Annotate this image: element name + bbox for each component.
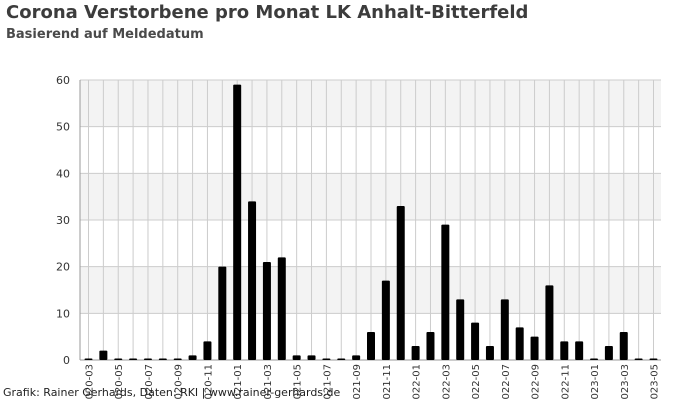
chart-subtitle: Basierend auf Meldedatum [6,27,204,42]
bar [262,262,271,360]
bar [114,358,123,360]
bar [173,358,182,360]
chart-title: Corona Verstorbene pro Monat LK Anhalt-B… [6,2,529,23]
bar [441,224,450,360]
bar [456,299,465,360]
bar [634,358,643,360]
bar [485,346,494,360]
bar [500,299,509,360]
x-tick-label: 2021-01 [233,364,244,400]
y-tick-label: 60 [56,74,70,87]
x-tick-label: 2020-05 [114,364,125,400]
y-tick-label: 20 [56,261,70,274]
bar [84,358,93,360]
bar [471,322,480,360]
bar [99,350,108,360]
bar [203,341,212,360]
x-tick-label: 2022-09 [531,364,542,400]
x-tick-label: 2021-11 [382,364,393,400]
bar [188,355,197,360]
x-tick-label: 2021-03 [263,364,274,400]
x-tick-label: 2020-11 [203,364,214,400]
bar [560,341,569,360]
bar [575,341,584,360]
bar [248,201,257,360]
y-tick-label: 10 [56,307,70,320]
bar [352,355,361,360]
bar [277,257,286,360]
x-tick-label: 2022-11 [560,364,571,400]
bar [381,280,390,360]
y-tick-label: 40 [56,167,70,180]
bar [292,355,301,360]
bar [307,355,316,360]
bar [545,285,554,360]
bar [649,358,658,360]
x-tick-label: 2021-07 [322,364,333,400]
x-tick-label: 2021-09 [352,364,363,400]
x-tick-label: 2022-07 [501,364,512,400]
x-tick-label: 2022-05 [471,364,482,400]
bar [218,266,227,360]
x-tick-label: 2020-03 [85,364,96,400]
bar [322,358,331,360]
x-tick-label: 2020-07 [144,364,155,400]
x-tick-label: 2023-01 [590,364,601,400]
bar [129,358,138,360]
x-tick-label: 2021-05 [293,364,304,400]
x-tick-label: 2023-03 [620,364,631,400]
y-tick-label: 0 [63,354,70,367]
x-tick-label: 2023-05 [650,364,661,400]
bar [367,332,375,360]
x-tick-label: 2022-01 [412,364,423,400]
bar [337,358,346,360]
y-tick-label: 50 [56,121,70,134]
bar [426,332,435,360]
x-tick-label: 2022-03 [441,364,452,400]
bar [515,327,524,360]
x-tick-label: 2020-09 [174,364,185,400]
bar [604,346,613,360]
bar [396,206,405,360]
bar [530,336,539,360]
bar [411,346,420,360]
y-tick-label: 30 [56,214,70,227]
bar [619,332,628,360]
bar [143,358,152,360]
bar [158,358,167,360]
source-credit: Grafik: Rainer Gerhards, Daten: RKI | ww… [3,386,341,399]
bar [233,84,242,361]
bar [590,358,599,360]
